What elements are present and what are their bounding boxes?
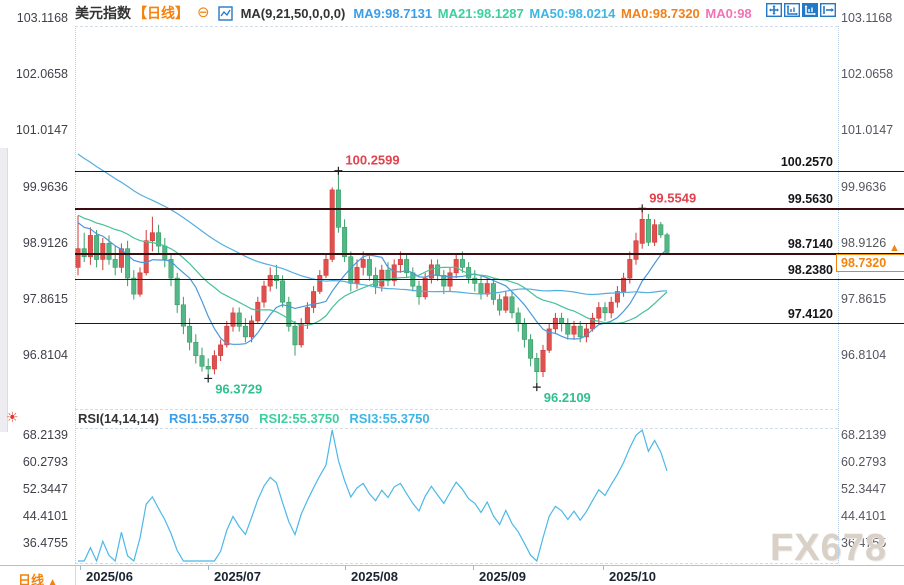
rsi-value-label: RSI1:55.3750: [168, 411, 250, 426]
indicator-settings-icon[interactable]: ☀: [6, 409, 19, 425]
ma-value-label: MA21:98.1287: [437, 5, 524, 21]
svg-text:96.3729: 96.3729: [215, 381, 262, 396]
rsi-axis-label-left: 36.4755: [22, 536, 68, 550]
axes-zoom-icon[interactable]: [784, 3, 800, 17]
rsi-axis-label-right: 68.2139: [841, 428, 887, 442]
price-level-line: [75, 278, 904, 281]
candles-group: [75, 170, 670, 388]
price-pane-bottom-separator: [75, 409, 838, 410]
rsi-header: RSI(14,14,14) RSI1:55.3750 RSI2:55.3750 RS…: [78, 411, 440, 426]
annotation-high: 100.2599: [334, 153, 400, 175]
current-price-box: 98.7320: [836, 254, 904, 272]
month-tick: [603, 566, 604, 570]
svg-text:100.2599: 100.2599: [345, 153, 399, 168]
rsi-value-label: RSI3:55.3750: [349, 411, 430, 426]
ma-value-label: MA0:98.7320: [621, 5, 700, 21]
header-separator: [75, 26, 838, 27]
price-axis-label-left: 102.0658: [15, 67, 68, 82]
axes-scale-active-icon[interactable]: [802, 3, 818, 17]
rsi-axis-label-left: 52.3447: [22, 482, 68, 496]
price-axis-label-left: 99.9636: [22, 179, 68, 194]
month-tick: [345, 566, 346, 570]
price-axis-label-right: 99.9636: [841, 179, 887, 194]
rsi-axis-label-left: 60.2793: [22, 455, 68, 469]
price-level-line: [75, 170, 904, 173]
annotation-low: 96.2109: [532, 383, 591, 405]
price-chart-canvas[interactable]: 100.2599 99.5549 96.3729 96.2109: [75, 0, 838, 410]
tab-daily-label: 日线: [18, 573, 45, 585]
watermark: FX678: [770, 527, 887, 569]
chart-toolbar: [766, 3, 836, 17]
price-axis-label-left: 103.1168: [16, 11, 68, 25]
svg-text:99.5549: 99.5549: [649, 190, 696, 205]
plot-right-border: [838, 26, 839, 563]
price-level-label: 98.2380: [787, 262, 833, 277]
indicator-chart-icon[interactable]: [217, 5, 233, 21]
rsi-axis-label-right: 60.2793: [841, 455, 887, 469]
ma-line-50: [77, 153, 668, 296]
price-level-label: 100.2570: [780, 154, 833, 169]
bottom-bar-separator: [75, 566, 76, 585]
price-axis-label-right: 101.0147: [841, 123, 894, 138]
ma-value-label: MA0:98: [705, 5, 752, 21]
symbol-title: 美元指数: [75, 5, 131, 21]
ma-line-9: [77, 222, 668, 345]
tab-daily[interactable]: 日线 ▲: [18, 570, 58, 585]
month-tick: [80, 566, 81, 570]
plot-left-border: [75, 26, 76, 563]
price-axis-label-right: 102.0658: [841, 67, 894, 82]
rsi-axis-label-left: 68.2139: [22, 428, 68, 442]
price-axis-label-left: 97.8615: [22, 291, 68, 306]
price-axis-label-right: 96.8104: [841, 348, 887, 363]
rsi-axis-label-right: 36.4755: [841, 536, 887, 550]
month-tick: [473, 566, 474, 570]
rsi-value-label: RSI2:55.3750: [259, 411, 340, 426]
price-axis-label-left: 96.8104: [22, 348, 68, 363]
price-level-label: 98.7140: [787, 237, 833, 252]
period-tag: 【日线】: [133, 5, 189, 21]
price-axis-label-right: 98.9126: [841, 235, 887, 250]
rsi-values-row: RSI1:55.3750 RSI2:55.3750 RSI3:55.3750: [169, 411, 440, 426]
price-axis-label-right: 97.8615: [841, 291, 887, 306]
price-level-line: [75, 253, 904, 255]
chart-header: 美元指数 【日线】 ⊖ MA(9,21,50,0,0,0) MA9:98.713…: [75, 3, 754, 23]
month-label: 2025/06: [86, 569, 133, 584]
ma-value-label: MA9:98.7131: [353, 5, 433, 21]
rsi-axis-label-right: 52.3447: [841, 482, 887, 496]
price-level-line: [75, 322, 904, 325]
price-up-arrow-icon: ▲: [889, 242, 900, 254]
ma-value-label: MA50:98.0214: [529, 5, 616, 21]
rsi-chart-canvas[interactable]: [75, 428, 838, 563]
rsi-line: [78, 428, 668, 563]
rsi-params-label: RSI(14,14,14): [78, 411, 159, 426]
left-edge-strip: [0, 148, 8, 432]
ma-params-label: MA(9,21,50,0,0,0): [240, 5, 346, 21]
exit-chart-icon[interactable]: [820, 3, 836, 17]
rsi-pane-top-separator: [75, 428, 838, 429]
collapse-indicator-icon[interactable]: ⊖: [197, 4, 210, 21]
ma-values-row: MA9:98.7131 MA21:98.1287 MA50:98.0214 MA…: [353, 6, 753, 21]
price-level-label: 99.5630: [787, 191, 833, 206]
pan-crosshair-icon[interactable]: [766, 3, 782, 17]
tab-arrow-icon: ▲: [47, 577, 58, 585]
month-label: 2025/10: [609, 569, 656, 584]
svg-text:96.2109: 96.2109: [544, 390, 591, 405]
time-axis-bar: 日线 ▲ 2025/06 2025/07 2025/08 2025/09 2025/10: [0, 565, 904, 585]
month-tick: [208, 566, 209, 570]
rsi-axis-label-right: 44.4101: [841, 509, 887, 523]
rsi-pane-bottom-separator: [75, 563, 838, 564]
price-axis-label-right: 103.1168: [841, 11, 893, 25]
month-label: 2025/09: [479, 569, 526, 584]
current-price-value: 98.7320: [841, 256, 887, 270]
ma-line-21: [77, 214, 668, 326]
month-label: 2025/08: [351, 569, 398, 584]
price-axis-label-left: 101.0147: [15, 123, 68, 138]
rsi-axis-label-left: 44.4101: [22, 509, 68, 523]
price-level-line: [75, 207, 904, 210]
month-label: 2025/07: [214, 569, 261, 584]
price-level-label: 97.4120: [787, 306, 833, 321]
price-axis-label-left: 98.9126: [22, 235, 68, 250]
annotation-low: 96.3729: [204, 374, 262, 396]
